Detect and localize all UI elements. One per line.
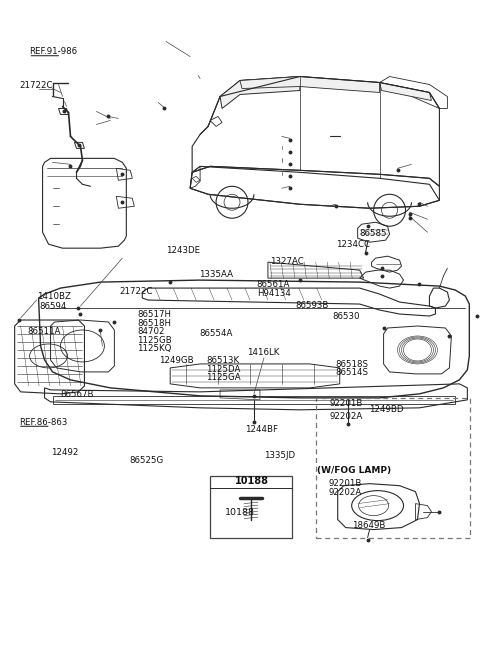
Text: REF.91-986: REF.91-986: [29, 47, 78, 56]
Text: 1416LK: 1416LK: [247, 348, 279, 357]
Text: 86513K: 86513K: [206, 356, 240, 365]
Polygon shape: [380, 83, 432, 100]
Text: 86518S: 86518S: [336, 359, 369, 369]
Text: 1335JD: 1335JD: [264, 451, 295, 460]
Text: 1125GB: 1125GB: [137, 336, 172, 345]
Text: 86511A: 86511A: [27, 327, 60, 337]
Text: (W/FOG LAMP): (W/FOG LAMP): [317, 466, 391, 474]
Text: 1125KQ: 1125KQ: [137, 344, 171, 354]
Text: 86594: 86594: [39, 302, 66, 311]
Text: REF.86-863: REF.86-863: [19, 418, 67, 427]
Text: 1327AC: 1327AC: [270, 256, 303, 266]
Text: 1125DA: 1125DA: [206, 365, 241, 374]
Text: 92202A: 92202A: [330, 413, 363, 421]
Text: 86593B: 86593B: [295, 300, 328, 310]
Text: 10188: 10188: [235, 476, 269, 485]
Text: 86518H: 86518H: [137, 319, 171, 328]
Polygon shape: [240, 77, 380, 92]
Text: 92201B: 92201B: [328, 480, 362, 488]
Text: 92202A: 92202A: [328, 488, 362, 497]
Text: 86530: 86530: [332, 312, 360, 321]
Text: 21722C: 21722C: [20, 81, 53, 91]
Text: 84702: 84702: [137, 327, 165, 337]
Text: 86567B: 86567B: [60, 390, 94, 400]
Text: 1249BD: 1249BD: [369, 405, 404, 415]
Text: 18649B: 18649B: [352, 522, 386, 530]
Text: 86517H: 86517H: [137, 310, 171, 319]
Text: 1244BF: 1244BF: [245, 425, 278, 434]
Text: 1243DE: 1243DE: [166, 246, 200, 255]
Text: 12492: 12492: [51, 448, 78, 457]
Text: 86554A: 86554A: [199, 329, 233, 338]
Text: 1249GB: 1249GB: [158, 356, 193, 365]
Bar: [316, 398, 470, 537]
Text: 1410BZ: 1410BZ: [36, 292, 71, 301]
Text: 86514S: 86514S: [336, 368, 369, 377]
Text: 86525G: 86525G: [129, 456, 163, 464]
Text: 1234CC: 1234CC: [336, 239, 370, 249]
Text: 10188: 10188: [225, 508, 255, 517]
Text: H94134: H94134: [257, 289, 290, 298]
Text: 86585: 86585: [360, 229, 387, 238]
Text: 21722C: 21722C: [120, 287, 153, 296]
Polygon shape: [220, 77, 300, 108]
Text: 1335AA: 1335AA: [199, 270, 233, 279]
Text: 92201B: 92201B: [330, 400, 363, 408]
Text: 86561A: 86561A: [257, 280, 290, 289]
Text: 1125GA: 1125GA: [206, 373, 241, 382]
Bar: [210, 476, 292, 537]
